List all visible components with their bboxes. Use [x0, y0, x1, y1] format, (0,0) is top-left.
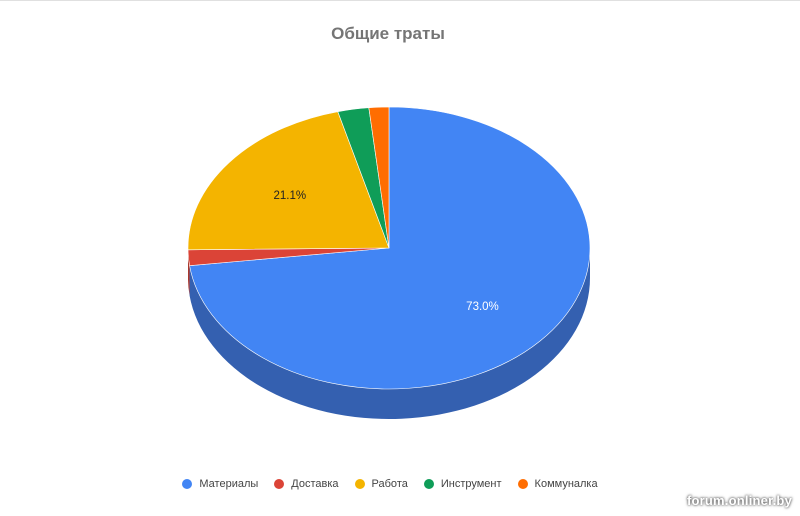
legend-item[interactable]: Коммуналка [517, 478, 598, 490]
legend-item[interactable]: Материалы [182, 478, 258, 490]
legend-item[interactable]: Работа [354, 478, 408, 490]
pie-side-Доставка [188, 249, 190, 296]
pie-side-Материалы [189, 248, 590, 419]
slice-value-label: 21.1% [274, 190, 307, 202]
legend-label: Материалы [199, 478, 259, 490]
legend-item[interactable]: Доставка [274, 478, 339, 490]
legend-swatch [423, 479, 434, 489]
legend-label: Доставка [291, 478, 339, 490]
legend-swatch [354, 479, 365, 489]
chart-title: Общие траты [331, 24, 445, 43]
pie-slice[interactable] [189, 106, 591, 390]
legend-label: Инструмент [440, 478, 502, 490]
legend-swatch [274, 479, 285, 489]
watermark: forum.onliner.by [686, 493, 792, 508]
pie-side-walls [188, 248, 590, 419]
legend-swatch [517, 479, 528, 489]
legend-swatch [182, 479, 193, 489]
legend-label: Работа [371, 478, 408, 490]
legend-label: Коммуналка [534, 478, 598, 490]
pie-slice[interactable] [368, 106, 390, 249]
top-border [0, 0, 800, 1]
pie-slice[interactable] [187, 111, 390, 251]
legend-item[interactable]: Инструмент [423, 478, 502, 490]
slice-value-label: 73.0% [466, 301, 499, 313]
chart-legend: Материалы Доставка Работа Инструмент Коммуна… [0, 478, 780, 490]
pie-chart: 73.0% 21.1% [187, 106, 591, 419]
